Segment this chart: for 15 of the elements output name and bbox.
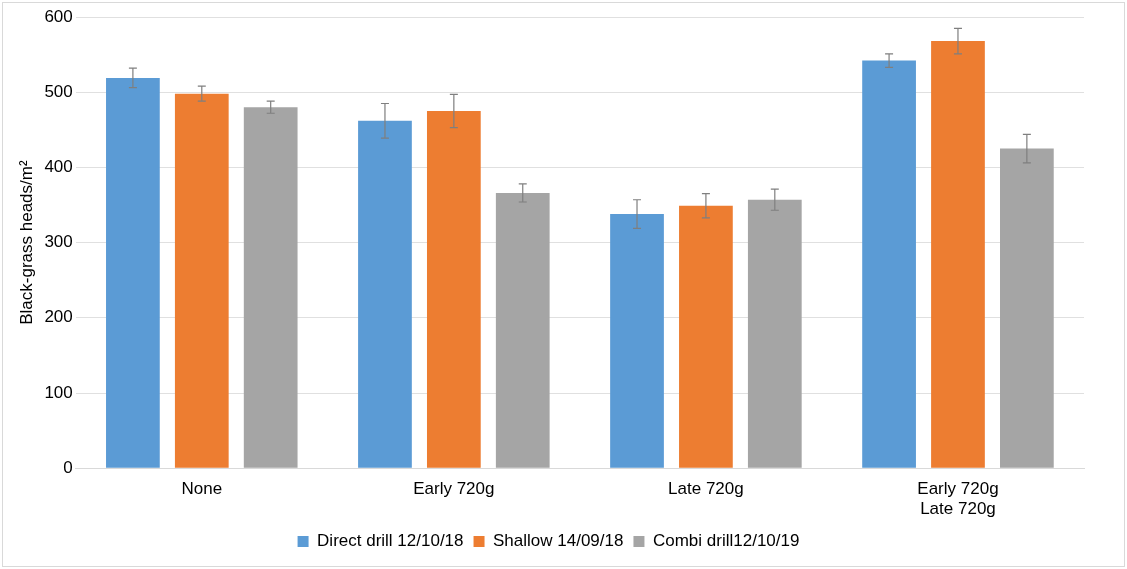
legend-label: Combi drill12/10/19	[652, 531, 800, 551]
y-tick-label: 300	[44, 232, 73, 252]
y-tick-label: 400	[44, 157, 73, 177]
y-axis-title: Black-grass heads/m²	[16, 160, 36, 325]
x-tick-label: Early 720g	[413, 479, 495, 499]
legend-label: Direct drill 12/10/18	[317, 531, 464, 551]
x-tick-label: Early 720g Late 720g	[917, 479, 999, 519]
x-tick-label: None	[181, 479, 223, 499]
y-tick-label: 600	[44, 6, 73, 26]
y-tick-label: 0	[63, 457, 73, 477]
legend-label: Shallow 14/09/18	[493, 531, 624, 551]
y-tick-label: 100	[44, 382, 73, 402]
y-tick-label: 200	[44, 307, 73, 327]
y-tick-label: 500	[44, 81, 73, 101]
x-tick-label: Late 720g	[668, 479, 744, 499]
